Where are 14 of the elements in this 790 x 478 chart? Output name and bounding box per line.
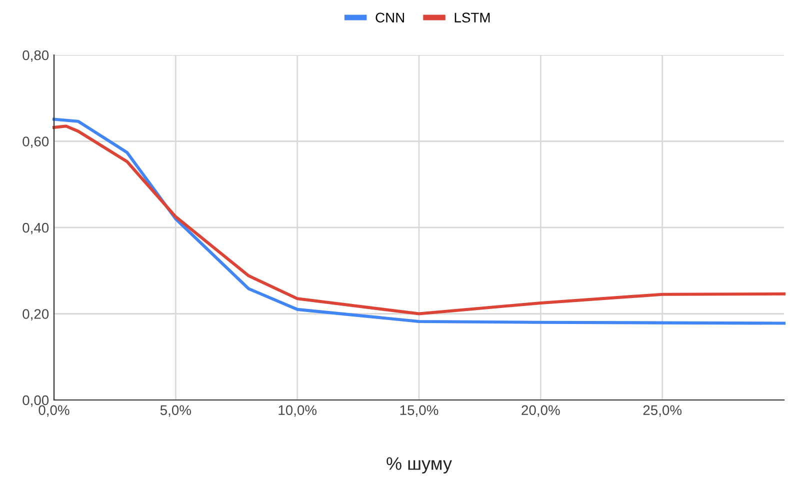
y-tick-label: 0,40	[22, 222, 49, 234]
y-tick-label: 0,20	[22, 309, 49, 321]
legend-label: CNN	[376, 12, 404, 23]
y-tick-label: 0,60	[22, 136, 49, 148]
x-axis-title: % шуму	[386, 457, 452, 474]
legend-label: LSTM	[454, 12, 490, 23]
x-tick-label: 0,0%	[38, 405, 70, 417]
x-tick-label: 10,0%	[278, 405, 317, 417]
x-tick-label: 20,0%	[522, 405, 560, 417]
x-tick-label: 15,0%	[400, 405, 438, 417]
x-tick-label: 25,0%	[643, 405, 682, 417]
x-tick-label: 5,0%	[160, 405, 191, 417]
y-tick-label: 0,00	[22, 395, 49, 407]
y-tick-label: 0,80	[22, 50, 49, 62]
